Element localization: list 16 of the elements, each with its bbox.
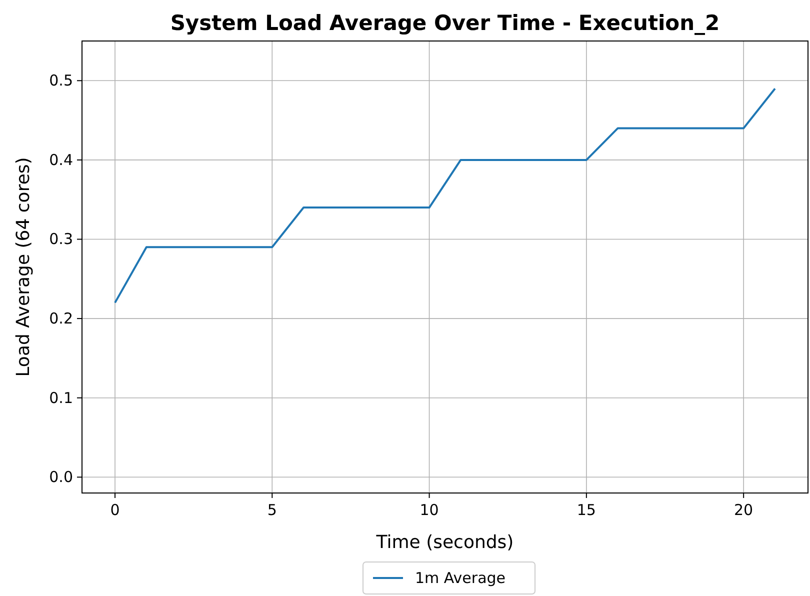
y-axis-title: Load Average (64 cores)	[13, 157, 34, 377]
y-tick-label: 0.5	[49, 72, 73, 90]
x-tick-label: 5	[267, 501, 277, 519]
x-tick-label: 20	[734, 501, 754, 519]
y-tick-label: 0.2	[49, 310, 73, 328]
x-tick-label: 10	[420, 501, 439, 519]
y-tick-label: 0.1	[49, 388, 73, 407]
x-tick-label: 15	[576, 501, 596, 519]
y-tick-label: 0.3	[49, 230, 73, 248]
chart-title: System Load Average Over Time - Execution_2	[170, 11, 720, 35]
line-series	[114, 88, 776, 304]
legend-label: 1m Average	[415, 569, 506, 587]
y-tick-label: 0.4	[49, 150, 73, 169]
x-axis-title: Time (seconds)	[375, 532, 514, 553]
y-tick-label: 0.0	[49, 468, 73, 486]
x-tick-label: 0	[110, 501, 120, 519]
